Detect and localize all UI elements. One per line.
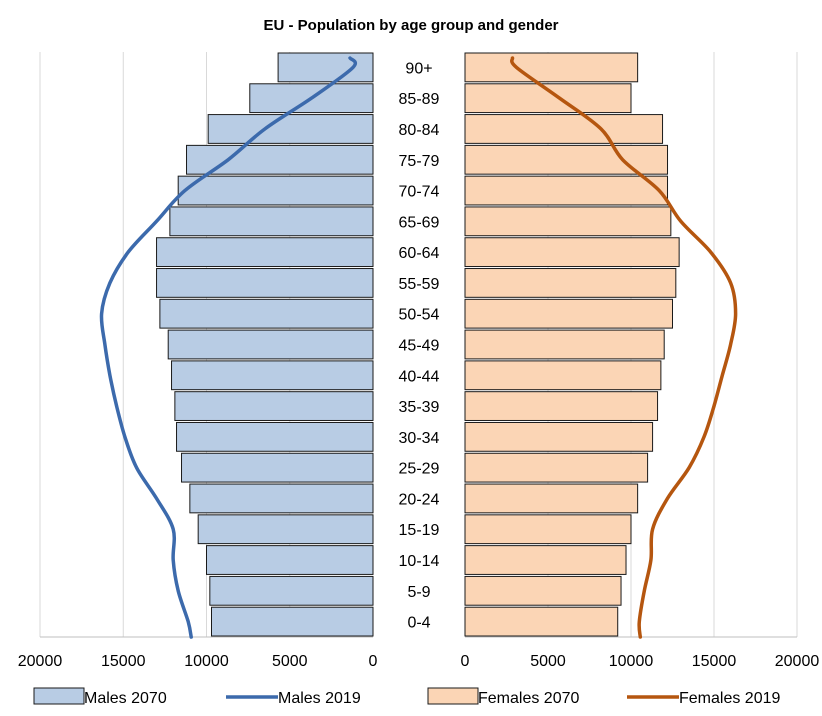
age-label-5-9: 5-9 — [407, 584, 430, 601]
age-label-35-39: 35-39 — [399, 399, 440, 416]
age-label-85-89: 85-89 — [399, 91, 440, 108]
right-tick-10000: 10000 — [609, 653, 654, 670]
legend-label-females-2019: Females 2019 — [679, 690, 780, 707]
right-tick-5000: 5000 — [530, 653, 566, 670]
bar-males-2070-5-9 — [209, 575, 374, 606]
bar-males-2070-45-49 — [167, 329, 374, 360]
age-label-40-44: 40-44 — [399, 368, 440, 385]
lines-layer — [99, 56, 738, 639]
age-label-60-64: 60-64 — [399, 245, 440, 262]
bar-males-2070-80-84 — [207, 114, 374, 144]
bar-females-2070-35-39 — [464, 391, 659, 421]
bar-females-2070-0-4 — [464, 606, 619, 637]
bar-females-2070-20-24 — [464, 483, 639, 514]
bar-females-2070-10-14 — [464, 545, 627, 575]
age-label-25-29: 25-29 — [399, 461, 440, 478]
bar-females-2070-75-79 — [464, 144, 669, 175]
legend-label-males-2019: Males 2019 — [278, 690, 361, 707]
age-label-90: 90+ — [405, 60, 432, 77]
line-females-2019 — [510, 56, 738, 639]
age-label-10-14: 10-14 — [399, 553, 440, 570]
bar-males-2070-90 — [277, 52, 374, 83]
bar-females-2070-65-69 — [464, 206, 672, 237]
left-tick-20000: 20000 — [18, 653, 63, 670]
bar-males-2070-50-54 — [159, 298, 374, 329]
bar-males-2070-10-14 — [206, 545, 374, 575]
bar-females-2070-40-44 — [464, 360, 662, 391]
bar-females-2070-15-19 — [464, 514, 632, 545]
bar-males-2070-25-29 — [181, 452, 374, 483]
bar-males-2070-20-24 — [189, 483, 374, 514]
bar-males-2070-35-39 — [174, 391, 374, 421]
bar-females-2070-30-34 — [464, 421, 654, 452]
bar-males-2070-65-69 — [169, 206, 374, 237]
age-label-80-84: 80-84 — [399, 122, 440, 139]
age-label-65-69: 65-69 — [399, 214, 440, 231]
right-tick-15000: 15000 — [692, 653, 737, 670]
legend-swatch-males-2070 — [33, 687, 85, 705]
left-tick-5000: 5000 — [272, 653, 308, 670]
bar-females-2070-70-74 — [464, 175, 669, 206]
right-tick-0: 0 — [461, 653, 470, 670]
age-label-0-4: 0-4 — [407, 615, 430, 632]
age-label-70-74: 70-74 — [399, 184, 440, 201]
bar-females-2070-50-54 — [464, 298, 673, 329]
bar-males-2070-15-19 — [197, 514, 374, 545]
legend-label-males-2070: Males 2070 — [84, 690, 167, 707]
left-tick-0: 0 — [369, 653, 378, 670]
age-label-20-24: 20-24 — [399, 491, 440, 508]
bar-males-2070-55-59 — [156, 268, 374, 298]
age-label-50-54: 50-54 — [399, 307, 440, 324]
age-label-45-49: 45-49 — [399, 338, 440, 355]
bar-females-2070-55-59 — [464, 268, 677, 298]
left-tick-10000: 10000 — [184, 653, 229, 670]
age-labels: 0-4 5-9 10-14 15-19 20-24 25-29 30-34 35-39 40-4… — [399, 60, 440, 631]
age-label-55-59: 55-59 — [399, 276, 440, 293]
legend-swatch-females-2070 — [427, 687, 479, 705]
bar-females-2070-90 — [464, 52, 639, 83]
bar-males-2070-30-34 — [176, 421, 374, 452]
legend: Males 2070 Males 2019 Females 2070 Females … — [33, 687, 780, 707]
bar-females-2070-25-29 — [464, 452, 649, 483]
bar-females-2070-45-49 — [464, 329, 665, 360]
age-label-30-34: 30-34 — [399, 430, 440, 447]
age-label-15-19: 15-19 — [399, 522, 440, 539]
axis-tick-labels: 20000 15000 10000 5000 0 0 5000 10000 15000 20000 — [18, 653, 820, 670]
bar-males-2070-70-74 — [177, 175, 374, 206]
bar-females-2070-5-9 — [464, 575, 622, 606]
chart-title: EU - Population by age group and gender — [263, 17, 558, 34]
left-tick-15000: 15000 — [101, 653, 146, 670]
legend-label-females-2070: Females 2070 — [478, 690, 579, 707]
bar-males-2070-40-44 — [171, 360, 374, 391]
line-males-2019 — [99, 56, 358, 639]
age-label-75-79: 75-79 — [399, 153, 440, 170]
right-tick-20000: 20000 — [775, 653, 820, 670]
bar-males-2070-60-64 — [156, 237, 374, 268]
bar-males-2070-0-4 — [210, 606, 374, 637]
bar-females-2070-60-64 — [464, 237, 680, 268]
bar-females-2070-80-84 — [464, 114, 664, 144]
